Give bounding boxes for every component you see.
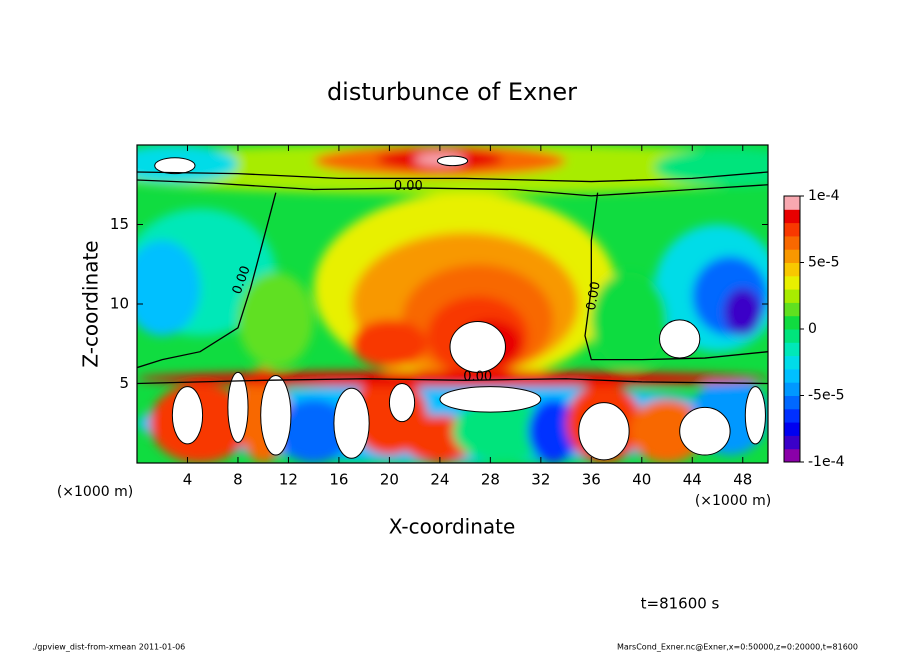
colorbar-band bbox=[784, 196, 800, 210]
colorbar-band bbox=[784, 422, 800, 436]
y-tick-label: 5 bbox=[119, 374, 129, 392]
colorbar-band bbox=[784, 209, 800, 224]
out-of-range-patch bbox=[260, 375, 292, 456]
contour-label: 0.00 bbox=[394, 179, 423, 194]
colorbar-band bbox=[784, 395, 800, 410]
colorbar-tick-label: 0 bbox=[808, 321, 817, 337]
field-blob bbox=[654, 148, 768, 187]
out-of-range-patch bbox=[578, 402, 630, 461]
colorbar-tick-label: 1e-4 bbox=[808, 188, 840, 204]
colorbar-tick-label: -5e-5 bbox=[808, 388, 845, 404]
colorbar-band bbox=[784, 408, 800, 423]
out-of-range-patch bbox=[449, 320, 506, 373]
field-blob bbox=[351, 319, 428, 368]
field-blob bbox=[137, 240, 201, 336]
colorbar-band bbox=[784, 262, 800, 277]
out-of-range-patch bbox=[436, 155, 469, 167]
colorbar-band bbox=[784, 249, 800, 263]
field-blob bbox=[591, 272, 667, 368]
colorbar-band bbox=[784, 275, 800, 290]
x-tick-label: 12 bbox=[279, 471, 298, 489]
x-unit-label: (×1000 m) bbox=[57, 484, 133, 500]
out-of-range-patch bbox=[333, 387, 370, 459]
out-of-range-patch bbox=[679, 406, 731, 456]
x-tick-label: 20 bbox=[380, 471, 399, 489]
x-unit-label: (×1000 m) bbox=[695, 493, 771, 509]
contour-label: 0.00 bbox=[584, 280, 604, 311]
colorbar-band bbox=[784, 329, 800, 343]
colorbar-band bbox=[784, 435, 800, 450]
y-tick-label: 15 bbox=[110, 215, 129, 233]
x-tick-label: 40 bbox=[632, 471, 651, 489]
colorbar-band bbox=[784, 368, 800, 383]
colorbar-band bbox=[784, 355, 800, 370]
time-label: t=81600 s bbox=[641, 595, 720, 613]
colorbar-band bbox=[784, 289, 800, 303]
colorbar-band bbox=[784, 382, 800, 396]
x-tick-label: 28 bbox=[481, 471, 500, 489]
colorbar-band bbox=[784, 222, 800, 237]
x-tick-label: 32 bbox=[531, 471, 550, 489]
field-blob bbox=[238, 272, 314, 368]
out-of-range-patch bbox=[659, 319, 701, 359]
footer-right: MarsCond_Exner.nc@Exner,x=0:50000,z=0:20… bbox=[617, 643, 858, 652]
contour-label: 0.00 bbox=[463, 370, 492, 385]
footer-left: ./gpview_dist-from-xmean 2011-01-06 bbox=[32, 643, 185, 652]
x-tick-label: 36 bbox=[582, 471, 601, 489]
contour-field: 0.000.00 0.000.00 bbox=[137, 145, 768, 463]
field-blob bbox=[723, 288, 762, 336]
x-tick-label: 8 bbox=[233, 471, 243, 489]
colorbar-band bbox=[784, 235, 800, 250]
field-blob bbox=[452, 399, 554, 463]
out-of-range-patch bbox=[171, 386, 204, 445]
out-of-range-patch bbox=[388, 383, 416, 423]
x-tick-label: 24 bbox=[430, 471, 449, 489]
out-of-range-patch bbox=[154, 157, 196, 175]
field-blob bbox=[528, 399, 579, 463]
field-blob bbox=[275, 399, 352, 463]
colorbar-band bbox=[784, 342, 800, 357]
out-of-range-patch bbox=[227, 371, 249, 443]
x-tick-label: 16 bbox=[329, 471, 348, 489]
zero-contour bbox=[137, 378, 768, 385]
x-tick-label: 4 bbox=[183, 471, 193, 489]
chart-title: disturbunce of Exner bbox=[327, 78, 577, 106]
colorbar-tick-label: 5e-5 bbox=[808, 255, 839, 271]
x-tick-label: 44 bbox=[683, 471, 702, 489]
zero-contour bbox=[584, 192, 768, 361]
x-tick-label: 48 bbox=[733, 471, 752, 489]
y-axis-label: Z-coordinate bbox=[79, 240, 103, 367]
colorbar-tick-label: -1e-4 bbox=[808, 454, 845, 470]
colorbar-band bbox=[784, 315, 800, 330]
out-of-range-patch bbox=[439, 386, 542, 413]
field-blob bbox=[137, 370, 768, 387]
out-of-range-patch bbox=[744, 386, 766, 445]
y-tick-label: 10 bbox=[110, 295, 129, 313]
x-axis-label: X-coordinate bbox=[389, 515, 516, 539]
zero-contour bbox=[137, 192, 277, 369]
colorbar-band bbox=[784, 302, 800, 317]
zero-contour bbox=[137, 171, 768, 183]
zero-contour bbox=[137, 179, 768, 197]
colorbar-band bbox=[784, 448, 800, 463]
